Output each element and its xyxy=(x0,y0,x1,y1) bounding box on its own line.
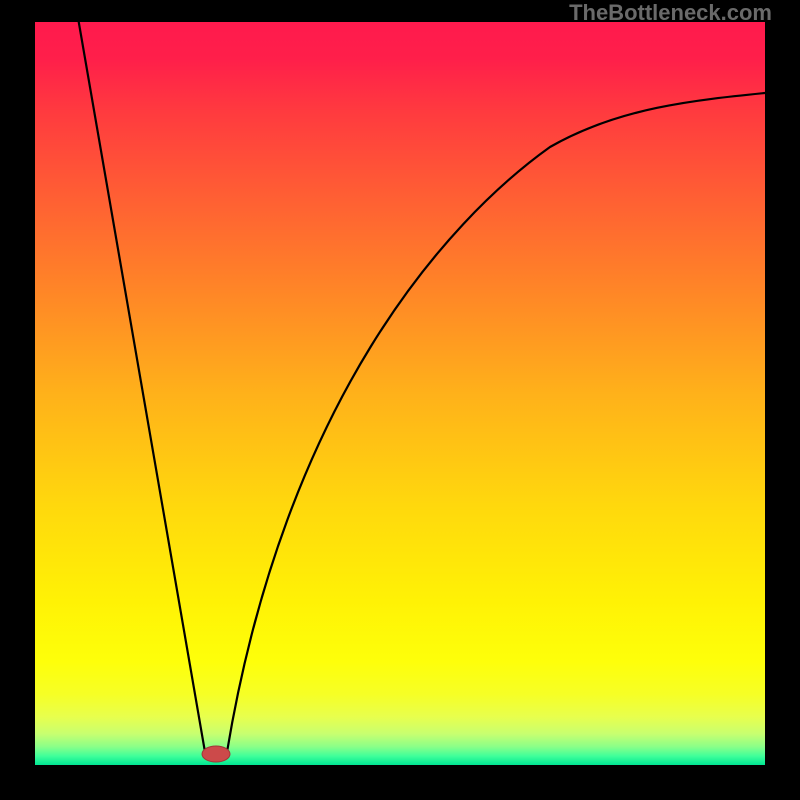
curve-left-branch xyxy=(77,22,205,752)
curve-layer xyxy=(35,22,765,765)
plot-area xyxy=(35,22,765,765)
chart-container: TheBottleneck.com xyxy=(0,0,800,800)
watermark-text: TheBottleneck.com xyxy=(569,0,772,26)
curve-right-branch xyxy=(227,92,765,752)
minimum-marker xyxy=(202,746,230,762)
